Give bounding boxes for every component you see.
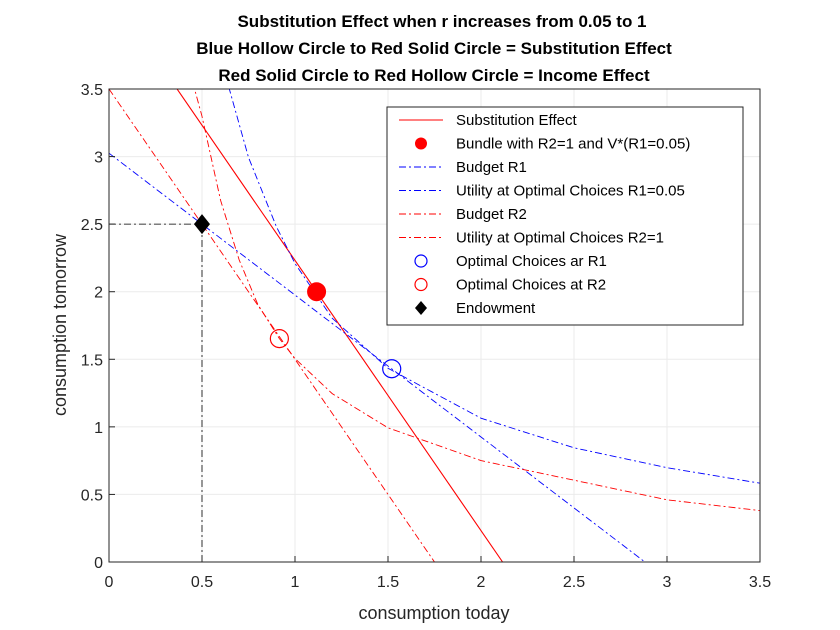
legend-entry-substitution-effect: Substitution Effect xyxy=(399,112,577,129)
legend-entry-optimal-choices-ar-r1: Optimal Choices ar R1 xyxy=(414,253,607,270)
legend-label: Utility at Optimal Choices R2=1 xyxy=(456,230,664,247)
series-line-utility-at-optimal-choices-r1-0-05 xyxy=(228,89,760,484)
series-line-substitution-effect xyxy=(176,89,504,562)
series-line-budget-r2 xyxy=(109,89,435,562)
endowment-guides xyxy=(109,223,203,562)
axis-ticks: 0 0.5 1 1.5 2 2.5 3 3.5 0 0.5 1 1.5 2 2.5 3 3.5 xyxy=(81,82,771,591)
x-tick-label: 0 xyxy=(105,574,114,591)
marker-optimal-choices-at-r2 xyxy=(269,329,289,349)
legend-entry-optimal-choices-at-r2: Optimal Choices at R2 xyxy=(414,277,606,294)
chart-title-line-3: Red Solid Circle to Red Hollow Circle = … xyxy=(218,66,650,85)
legend-marker-swatch xyxy=(414,254,428,268)
legend-label: Bundle with R2=1 and V*(R1=0.05) xyxy=(456,136,690,153)
y-tick-label: 1.5 xyxy=(81,352,103,369)
marker-bundle-with-r2-1-and-v-r1-0-05 xyxy=(307,282,327,302)
series xyxy=(109,89,760,562)
y-tick-label: 0 xyxy=(94,555,103,572)
legend-label: Endowment xyxy=(456,300,536,317)
legend-label: Budget R2 xyxy=(456,206,527,223)
y-tick-label: 2.5 xyxy=(81,217,103,234)
legend: Substitution Effect Bundle with R2=1 and … xyxy=(386,106,744,326)
legend-entry-utility-at-optimal-choices-r1-0-05: Utility at Optimal Choices R1=0.05 xyxy=(399,183,685,200)
legend-entry-budget-r2: Budget R2 xyxy=(399,206,527,223)
legend-label: Substitution Effect xyxy=(456,112,577,129)
y-tick-label: 3 xyxy=(94,150,103,167)
series-line-budget-r1 xyxy=(109,152,646,562)
x-tick-label: 2 xyxy=(477,574,486,591)
y-tick-label: 0.5 xyxy=(81,487,103,504)
legend-marker-swatch xyxy=(415,301,427,315)
legend-entry-endowment: Endowment xyxy=(415,300,536,317)
marker-endowment xyxy=(194,214,210,235)
legend-entry-bundle-with-r2-1-and-v-r1-0-05: Bundle with R2=1 and V*(R1=0.05) xyxy=(415,136,690,153)
legend-marker-swatch xyxy=(414,277,428,292)
y-tick-label: 1 xyxy=(94,420,103,437)
x-tick-label: 0.5 xyxy=(191,574,213,591)
x-tick-label: 3.5 xyxy=(749,574,771,591)
series-line-utility-at-optimal-choices-r2-1 xyxy=(194,89,760,512)
x-tick-label: 3 xyxy=(663,574,672,591)
legend-label: Optimal Choices ar R1 xyxy=(456,253,607,270)
chart-title-line-2: Blue Hollow Circle to Red Solid Circle =… xyxy=(196,39,672,58)
legend-label: Utility at Optimal Choices R1=0.05 xyxy=(456,183,685,200)
chart-title-line-1: Substitution Effect when r increases fro… xyxy=(237,12,646,31)
marker-optimal-choices-ar-r1 xyxy=(382,359,402,379)
legend-label: Optimal Choices at R2 xyxy=(456,277,606,294)
markers xyxy=(194,214,402,379)
chart-title: Substitution Effect when r increases fro… xyxy=(196,12,672,85)
x-tick-label: 1 xyxy=(291,574,300,591)
legend-label: Budget R1 xyxy=(456,159,527,176)
axes-box xyxy=(108,88,761,563)
x-tick-label: 1.5 xyxy=(377,574,399,591)
y-axis-label: consumption tomorrow xyxy=(50,233,70,416)
legend-marker-swatch xyxy=(415,137,427,150)
x-tick-label: 2.5 xyxy=(563,574,585,591)
y-tick-label: 3.5 xyxy=(81,82,103,99)
legend-box xyxy=(386,106,744,326)
y-tick-label: 2 xyxy=(94,285,103,302)
legend-entry-utility-at-optimal-choices-r2-1: Utility at Optimal Choices R2=1 xyxy=(399,230,664,247)
legend-entry-budget-r1: Budget R1 xyxy=(399,159,527,176)
x-axis-label: consumption today xyxy=(358,603,509,623)
